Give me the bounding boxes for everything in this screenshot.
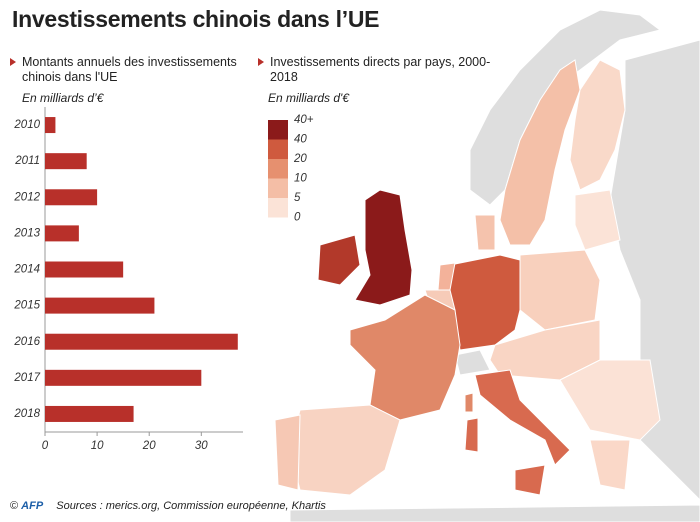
bar: [45, 261, 124, 278]
legend-label: 0: [294, 212, 301, 224]
bar: [45, 225, 79, 242]
title: Investissements chinois dans l’UE: [12, 6, 380, 32]
legend-label: 10: [294, 173, 307, 185]
legend-swatch: [268, 139, 288, 159]
bar: [45, 369, 202, 386]
y-tick-label: 2017: [13, 372, 40, 384]
chart-subtitle: Montants annuels des investissements chi…: [10, 55, 262, 85]
x-tick-label: 30: [195, 440, 208, 452]
bar: [45, 189, 98, 206]
legend-label: 5: [294, 192, 301, 204]
chart-unit: En milliards d’€: [22, 91, 104, 105]
y-tick-label: 2011: [14, 155, 40, 167]
legend-label: 40+: [294, 114, 314, 126]
legend-swatch: [268, 120, 288, 140]
y-tick-label: 2012: [13, 191, 40, 203]
y-tick-label: 2014: [13, 264, 40, 276]
bar: [45, 333, 238, 350]
footer: © AFP Sources : merics.org, Commission e…: [10, 500, 326, 512]
y-tick-label: 2010: [13, 119, 40, 131]
y-tick-label: 2013: [13, 227, 40, 239]
bar: [45, 153, 87, 170]
x-tick-label: 20: [142, 440, 156, 452]
sources: Sources : merics.org, Commission europée…: [56, 500, 326, 512]
x-tick-label: 0: [42, 440, 49, 452]
map-subtitle: Investissements directs par pays, 2000-2…: [258, 55, 500, 85]
bar: [45, 297, 155, 314]
legend-swatch: [268, 159, 288, 179]
legend-swatch: [268, 178, 288, 198]
y-tick-label: 2016: [13, 336, 40, 348]
logo: AFP: [21, 500, 44, 512]
copyright: ©: [10, 500, 19, 512]
x-tick-label: 10: [91, 440, 104, 452]
non-eu-land: [289, 9, 700, 522]
y-tick-label: 2015: [13, 300, 40, 312]
y-tick-label: 2018: [13, 408, 40, 420]
legend-swatch: [268, 198, 288, 218]
bar: [45, 405, 134, 422]
bar: [45, 117, 56, 134]
eu-countries: [274, 59, 661, 496]
legend-label: 40: [294, 134, 307, 146]
legend-label: 20: [293, 153, 307, 165]
map-unit: En milliards d'€: [268, 91, 349, 105]
